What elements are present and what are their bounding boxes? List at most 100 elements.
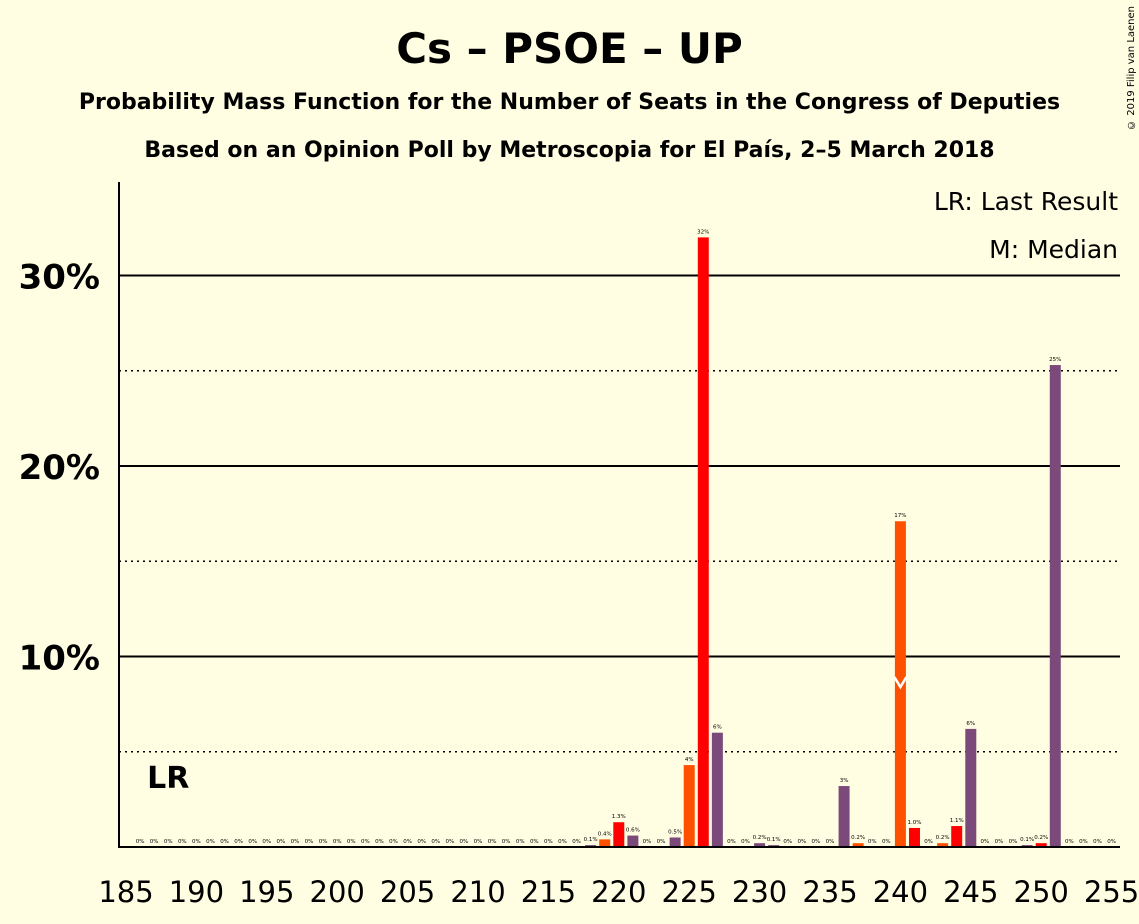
bar-label-202: 0% xyxy=(361,839,370,845)
bar-label-226: 32% xyxy=(697,229,709,235)
bar-241 xyxy=(908,827,920,847)
bar-label-220: 1.3% xyxy=(612,814,626,820)
y-tick-label: 30% xyxy=(19,258,100,298)
bar-226 xyxy=(697,237,709,847)
legend-median: M: Median xyxy=(989,235,1118,264)
bar-label-235: 0% xyxy=(826,839,835,845)
bar-label-240: 17% xyxy=(894,513,906,519)
x-tick-label: 220 xyxy=(591,875,646,909)
bar-label-193: 0% xyxy=(234,839,243,845)
x-tick-label: 230 xyxy=(732,875,787,909)
bar-label-194: 0% xyxy=(248,839,257,845)
bar-label-191: 0% xyxy=(206,839,215,845)
bar-label-229: 0% xyxy=(741,839,750,845)
chart-title: Cs – PSOE – UP xyxy=(396,24,743,73)
bar-label-255: 0% xyxy=(1107,839,1116,845)
bar-label-192: 0% xyxy=(220,839,229,845)
bar-label-234: 0% xyxy=(812,839,821,845)
bar-label-225: 4% xyxy=(685,757,694,763)
bar-label-206: 0% xyxy=(417,839,426,845)
bar-label-214: 0% xyxy=(530,839,539,845)
bar-label-199: 0% xyxy=(319,839,328,845)
median-marker xyxy=(893,676,908,690)
bar-label-195: 0% xyxy=(262,839,271,845)
bar-label-189: 0% xyxy=(178,839,187,845)
bar-220 xyxy=(613,822,625,847)
bar-label-243: 0.2% xyxy=(936,835,950,841)
bar-245 xyxy=(965,728,977,847)
bar-label-221: 0.6% xyxy=(626,828,640,834)
bar-236 xyxy=(838,786,850,847)
gridlines xyxy=(119,274,1120,753)
x-tick-label: 200 xyxy=(310,875,365,909)
bar-label-232: 0% xyxy=(783,839,792,845)
bar-label-222: 0% xyxy=(643,839,652,845)
bar-label-209: 0% xyxy=(460,839,469,845)
bar-label-211: 0% xyxy=(488,839,497,845)
bar-label-230: 0.2% xyxy=(753,835,767,841)
chart-subtitle: Probability Mass Function for the Number… xyxy=(78,90,1061,115)
bar-label-187: 0% xyxy=(150,839,159,845)
bar-label-249: 0.1% xyxy=(1020,837,1034,843)
bar-label-190: 0% xyxy=(192,839,201,845)
bar-label-212: 0% xyxy=(502,839,511,845)
markers: LR xyxy=(147,676,908,796)
x-tick-label: 215 xyxy=(521,875,576,909)
x-tick-label: 195 xyxy=(239,875,294,909)
bar-label-204: 0% xyxy=(389,839,398,845)
x-tick-label: 240 xyxy=(873,875,928,909)
bar-label-244: 1.1% xyxy=(950,818,964,824)
bar-label-224: 0.5% xyxy=(668,829,682,835)
bar-label-217: 0% xyxy=(572,839,581,845)
bar-label-227: 6% xyxy=(713,725,722,731)
bar-221 xyxy=(627,835,639,847)
bar-label-231: 0.1% xyxy=(767,837,781,843)
chart-subtitle-2: Based on an Opinion Poll by Metroscopia … xyxy=(144,138,995,163)
bar-label-200: 0% xyxy=(333,839,342,845)
bar-224 xyxy=(669,837,681,847)
bar-labels: 0% 0% 0% 0% 0% 0% 0% 0% 0% 0% 0% 0% 0% 0% 0% 0% 0% 0% 0% 0%… xyxy=(136,229,1116,845)
legend-last-result: LR: Last Result xyxy=(934,187,1118,216)
bar-225 xyxy=(683,765,695,847)
bar-label-186: 0% xyxy=(136,839,145,845)
y-tick-label: 10% xyxy=(19,639,100,679)
bar-label-254: 0% xyxy=(1093,839,1102,845)
bar-label-216: 0% xyxy=(558,839,567,845)
bar-250 xyxy=(1035,843,1047,847)
bar-label-219: 0.4% xyxy=(598,831,612,837)
x-tick-label: 250 xyxy=(1014,875,1069,909)
legend: LR: Last Result M: Median xyxy=(930,180,1125,270)
bar-label-238: 0% xyxy=(868,839,877,845)
bar-label-228: 0% xyxy=(727,839,736,845)
bar-243 xyxy=(937,843,949,847)
bar-label-242: 0% xyxy=(924,839,933,845)
bar-label-213: 0% xyxy=(516,839,525,845)
bar-219 xyxy=(599,839,611,847)
bar-244 xyxy=(951,826,963,847)
bar-label-236: 3% xyxy=(840,778,849,784)
x-tick-label: 235 xyxy=(802,875,857,909)
bar-label-248: 0% xyxy=(1009,839,1018,845)
bar-label-215: 0% xyxy=(544,839,553,845)
bar-label-207: 0% xyxy=(431,839,440,845)
bar-label-223: 0% xyxy=(657,839,666,845)
bar-label-239: 0% xyxy=(882,839,891,845)
bar-230 xyxy=(754,843,766,847)
bar-label-218: 0.1% xyxy=(584,837,598,843)
bar-label-205: 0% xyxy=(403,839,412,845)
x-tick-label: 205 xyxy=(380,875,435,909)
x-axis-ticks: 185 190 195 200 205 210 215 220 225 230 235 240 245 2… xyxy=(98,875,1139,909)
bar-label-233: 0% xyxy=(797,839,806,845)
x-tick-label: 255 xyxy=(1084,875,1139,909)
x-tick-label: 210 xyxy=(450,875,505,909)
bar-label-201: 0% xyxy=(347,839,356,845)
x-tick-label: 225 xyxy=(662,875,717,909)
bar-label-198: 0% xyxy=(305,839,314,845)
bars xyxy=(585,237,1061,847)
bar-label-208: 0% xyxy=(445,839,454,845)
bar-240 xyxy=(894,521,906,847)
x-tick-label: 190 xyxy=(169,875,224,909)
bar-label-247: 0% xyxy=(995,839,1004,845)
bar-label-251: 25% xyxy=(1049,357,1061,363)
